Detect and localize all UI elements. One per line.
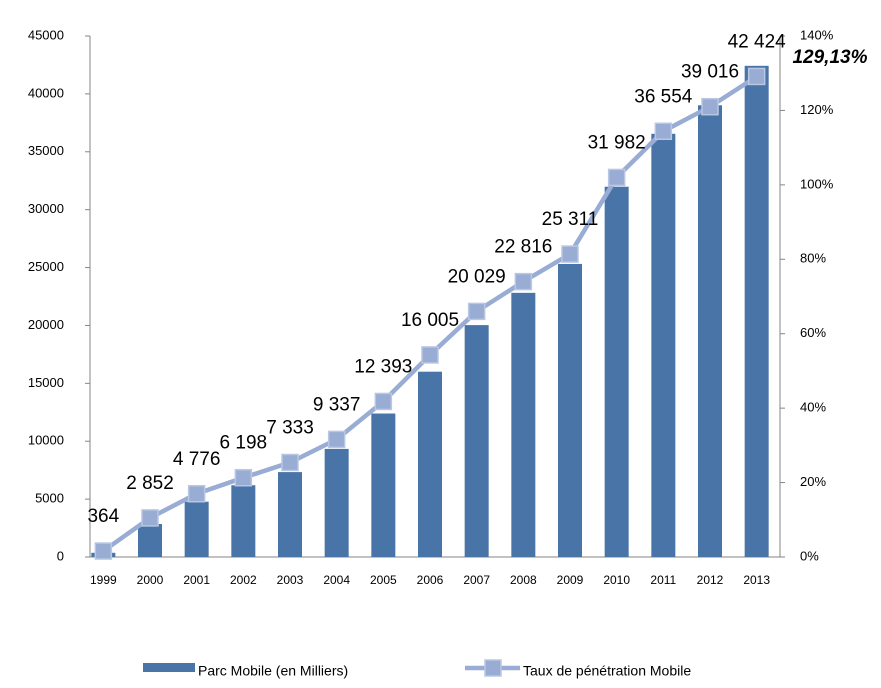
bar [604, 186, 629, 557]
bar [184, 501, 209, 557]
bar [698, 105, 722, 557]
x-tick-label: 2005 [370, 573, 397, 587]
legend-swatch [143, 663, 195, 672]
bar [324, 448, 349, 557]
data-label: 16 005 [401, 310, 459, 331]
y2-tick-label: 140% [800, 27, 834, 42]
line-marker [514, 272, 533, 291]
y-tick-label: 25000 [28, 259, 64, 274]
bar [744, 65, 769, 558]
data-label: 2 852 [126, 473, 174, 494]
data-label: 129,13% [792, 47, 867, 68]
data-label: 9 337 [313, 394, 361, 415]
x-tick-label: 2006 [417, 573, 444, 587]
line-marker [327, 430, 346, 449]
x-tick-label: 2004 [323, 573, 350, 587]
bar [464, 325, 489, 557]
y2-tick-label: 100% [800, 176, 834, 191]
y-tick-label: 20000 [28, 317, 64, 332]
y2-tick-label: 20% [800, 474, 826, 489]
x-tick-label: 2003 [277, 573, 304, 587]
line-marker [467, 302, 486, 321]
y-tick-label: 45000 [28, 27, 64, 42]
y2-tick-label: 80% [800, 251, 826, 266]
line-marker [654, 122, 673, 141]
data-label: 364 [87, 506, 119, 527]
y2-tick-label: 60% [800, 325, 826, 340]
x-tick-label: 2009 [557, 573, 584, 587]
data-label: 22 816 [494, 237, 552, 258]
x-tick-label: 2008 [510, 573, 537, 587]
x-tick-label: 1999 [90, 573, 117, 587]
data-label: 12 393 [354, 356, 412, 377]
data-label: 6 198 [220, 433, 268, 454]
line-marker [374, 392, 393, 411]
x-tick-label: 2010 [603, 573, 630, 587]
y-tick-label: 40000 [28, 85, 64, 100]
data-label: 31 982 [588, 132, 646, 153]
line-marker [187, 484, 206, 503]
data-label: 4 776 [173, 449, 221, 470]
y-tick-label: 35000 [28, 143, 64, 158]
bar [558, 263, 582, 557]
bar [278, 472, 302, 557]
bar [418, 371, 442, 557]
line-marker [747, 67, 766, 86]
line-marker [607, 168, 626, 187]
y2-tick-label: 40% [800, 400, 826, 415]
line-marker [281, 453, 299, 472]
y2-tick-label: 120% [800, 102, 834, 117]
legend-label: Parc Mobile (en Milliers) [198, 663, 348, 679]
legend-marker [484, 659, 502, 677]
line-marker [141, 509, 159, 527]
data-label: 36 554 [634, 86, 693, 107]
data-label: 25 311 [542, 209, 599, 230]
bar [231, 485, 256, 557]
line-marker [94, 542, 113, 560]
y-tick-label: 0 [57, 548, 64, 563]
bar [511, 292, 536, 557]
x-tick-label: 2001 [183, 573, 210, 587]
line-marker [421, 346, 439, 364]
bar [138, 523, 162, 557]
data-label: 42 424 [728, 31, 787, 52]
line-marker [234, 468, 253, 487]
line-marker [701, 97, 719, 116]
bar [651, 133, 676, 558]
y2-tick-label: 0% [800, 548, 819, 563]
y-tick-label: 30000 [28, 201, 64, 216]
data-label: 39 016 [681, 62, 739, 83]
legend-label: Taux de pénétration Mobile [523, 663, 691, 679]
y-tick-label: 10000 [28, 433, 64, 448]
x-tick-label: 2002 [230, 573, 257, 587]
data-label: 7 333 [266, 417, 314, 438]
x-tick-label: 2013 [743, 573, 770, 587]
x-tick-label: 2011 [650, 573, 676, 587]
x-tick-label: 2012 [697, 573, 724, 587]
y-tick-label: 5000 [35, 491, 64, 506]
x-tick-label: 2000 [137, 573, 164, 587]
data-label: 20 029 [448, 266, 506, 287]
line-marker [561, 245, 579, 263]
y-tick-label: 15000 [28, 375, 64, 390]
bar [371, 413, 396, 557]
x-tick-label: 2007 [463, 573, 490, 587]
